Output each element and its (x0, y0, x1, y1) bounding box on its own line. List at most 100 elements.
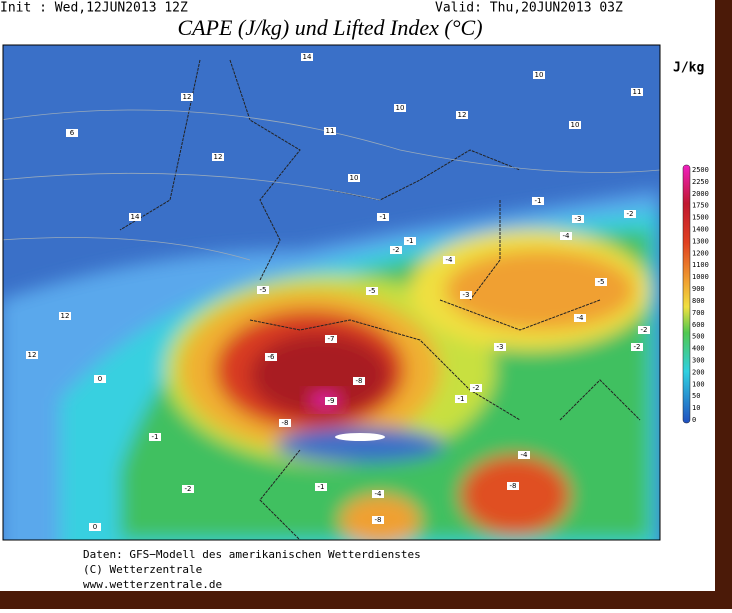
map-label-box (348, 174, 360, 182)
map-label-box (394, 104, 406, 112)
map-label: -5 (598, 278, 605, 286)
map-label-box (595, 278, 607, 286)
map-label: 0 (98, 375, 102, 383)
map-label-box (257, 286, 269, 294)
colorbar-label: 1750 (692, 202, 709, 210)
map-label-box (569, 121, 581, 129)
map-label: -8 (375, 516, 382, 524)
footer-url: www.wetterzentrale.de (83, 578, 222, 591)
map-label: -1 (380, 213, 387, 221)
map-label: -8 (510, 482, 517, 490)
map-label: 6 (70, 129, 75, 137)
colorbar-label: 1000 (692, 273, 709, 281)
colorbar-label: 0 (692, 416, 696, 424)
map-label-box (507, 482, 519, 490)
map-label-box (325, 397, 337, 405)
init-time: Init : Wed,12JUN2013 12Z (0, 1, 188, 16)
map-label: 14 (131, 213, 140, 221)
colorbar-label: 200 (692, 368, 705, 376)
border-right (715, 0, 732, 609)
colorbar-label: 600 (692, 321, 705, 329)
map-label: -6 (268, 353, 276, 361)
map-label: -3 (463, 291, 470, 299)
map-label-box (560, 232, 572, 240)
map-label-box (624, 210, 636, 218)
map-label-box (325, 335, 337, 343)
map-label: 11 (326, 127, 335, 135)
map-label-box (631, 88, 643, 96)
map-label-box (372, 516, 384, 524)
colorbar-label: 100 (692, 380, 705, 388)
map-label: -3 (497, 343, 504, 351)
map-label: -1 (407, 237, 414, 245)
unit-label: J/kg (673, 61, 704, 76)
map-label: -5 (260, 286, 267, 294)
map-label-box (572, 215, 584, 223)
map-label: -2 (641, 326, 648, 334)
map-label-box (149, 433, 161, 441)
map-frame (2, 44, 661, 541)
map-label: -4 (446, 256, 454, 264)
colorbar-label: 1400 (692, 226, 709, 234)
map-label: 12 (61, 312, 70, 320)
map-label: 12 (458, 111, 467, 119)
map: 14 12 6 12 11 10 12 10 11 10 10 14 12 12 -1 -1 -2 -4 -1 -3 -… (3, 45, 660, 540)
map-label: -2 (185, 485, 192, 493)
colorbar-label: 500 (692, 333, 705, 341)
colorbar-label: 2250 (692, 178, 709, 186)
colorbar-label: 1300 (692, 237, 709, 245)
map-label: 12 (28, 351, 37, 359)
map-label-box (212, 153, 224, 161)
map-label: -9 (328, 397, 335, 405)
map-label-box (324, 127, 336, 135)
map-label-box (59, 312, 71, 320)
map-label-box (279, 419, 291, 427)
map-label: -1 (318, 483, 325, 491)
map-label-box (377, 213, 389, 221)
map-label-box (129, 213, 141, 221)
map-label: 11 (633, 88, 642, 96)
map-label: -2 (393, 246, 400, 254)
map-label: -8 (282, 419, 289, 427)
map-label-box (470, 384, 482, 392)
colorbar-label: 10 (692, 404, 700, 412)
colorbar-label: 700 (692, 309, 705, 317)
map-label-box (366, 287, 378, 295)
map-label: 10 (571, 121, 580, 129)
map-label: -8 (356, 377, 363, 385)
map-label: 12 (214, 153, 223, 161)
map-label-box (66, 129, 78, 137)
colorbar-label: 900 (692, 285, 705, 293)
map-title: CAPE (J/kg) und Lifted Index (°C) (177, 15, 482, 40)
map-label: -1 (535, 197, 542, 205)
map-label-box (443, 256, 455, 264)
map-label-box (456, 111, 468, 119)
colorbar-label: 1100 (692, 261, 709, 269)
valid-time: Valid: Thu,20JUN2013 03Z (435, 1, 623, 16)
map-label-box (532, 197, 544, 205)
map-label-box (574, 314, 586, 322)
map-label-box (455, 395, 467, 403)
map-label: -2 (627, 210, 634, 218)
footer-source: Daten: GFS−Modell des amerikanischen Wet… (83, 548, 421, 561)
map-label-box (494, 343, 506, 351)
map-label: 10 (396, 104, 405, 112)
map-label: -1 (458, 395, 465, 403)
map-label-box (638, 326, 650, 334)
map-label-box (404, 237, 416, 245)
map-label: -1 (152, 433, 159, 441)
colorbar-label: 300 (692, 356, 705, 364)
map-label: 14 (303, 53, 312, 61)
map-label: -3 (575, 215, 582, 223)
map-label: -5 (369, 287, 376, 295)
map-label-box (372, 490, 384, 498)
map-label: -4 (375, 490, 383, 498)
colorbar-label: 2500 (692, 166, 709, 174)
map-label-box (631, 343, 643, 351)
colorbar-label: 1500 (692, 214, 709, 222)
map-label: 12 (183, 93, 192, 101)
colorbar-label: 800 (692, 297, 705, 305)
colorbar (682, 164, 691, 424)
border-bottom (0, 591, 732, 609)
